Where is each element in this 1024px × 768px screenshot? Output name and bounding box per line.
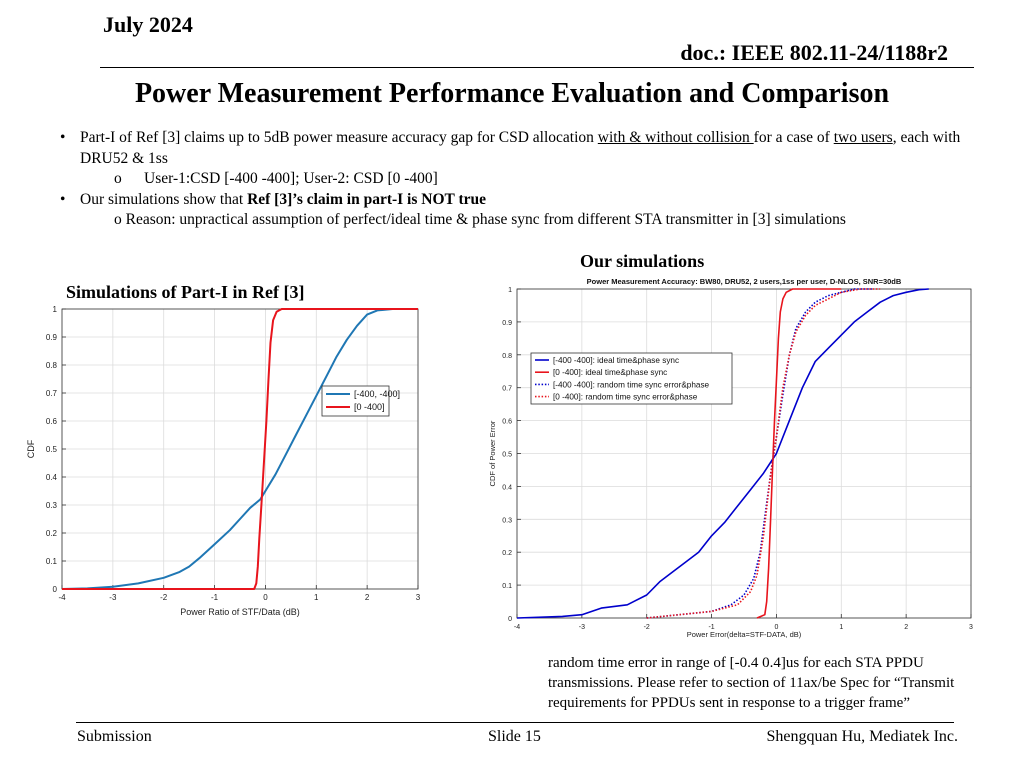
bullet-1-underline-users: two users: [833, 129, 893, 146]
y-tick-label: 0: [53, 585, 58, 594]
x-tick-label: -2: [160, 593, 168, 602]
footer-submission: Submission: [77, 728, 152, 745]
y-tick-label: 0.3: [502, 517, 512, 524]
legend-box: [530, 352, 733, 405]
x-tick-label: 1: [314, 593, 319, 602]
bullet-marker: •: [60, 129, 66, 146]
bullet-2-text: Our simulations show that: [80, 190, 248, 208]
x-tick-label: -4: [514, 624, 520, 631]
series-line-2: [62, 308, 418, 590]
x-tick-label: 3: [416, 593, 421, 602]
note-random-time-error: random time error in range of [-0.4 0.4]…: [548, 655, 955, 711]
x-axis-label: Power Error(delta=STF-DATA, dB): [687, 630, 802, 639]
y-axis-label: CDF: [26, 439, 36, 458]
legend-entry-1: [-400 -400]: ideal time&phase sync: [553, 356, 679, 365]
bullet-1-mid: for a case of: [753, 129, 834, 146]
y-tick-label: 0.9: [46, 333, 58, 342]
legend-entry-4: [0 -400]: random time sync error&phase: [553, 393, 698, 402]
bullet-1-end: , each with DRU52 & 1ss: [80, 129, 961, 167]
y-tick-label: 1: [53, 305, 58, 314]
series-line-1: [61, 308, 418, 590]
y-tick-label: 0: [508, 616, 512, 623]
legend-entry-2: [0 -400]: ideal time&phase sync: [553, 368, 667, 377]
y-tick-label: 0.6: [502, 419, 512, 426]
y-tick-label: 0.4: [46, 473, 58, 482]
plot-area: [517, 289, 971, 618]
legend-box: [321, 385, 390, 417]
x-tick-label: -1: [211, 593, 219, 602]
y-tick-label: 0.1: [46, 557, 58, 566]
plot-frame: [516, 288, 972, 619]
x-tick-label: 2: [365, 593, 370, 602]
bullet-list: • Part-I of Ref [3] claims up to 5dB pow…: [58, 128, 988, 231]
y-tick-label: 0.8: [502, 353, 512, 360]
bullet-1-text: Part-I of Ref [3] claims up to 5dB power…: [80, 129, 598, 146]
x-tick-label: 2: [904, 624, 908, 631]
plot-frame: [61, 308, 419, 590]
x-tick-label: 1: [839, 624, 843, 631]
header-date: July 2024: [103, 12, 193, 37]
y-axis-label: CDF of Power Error: [488, 420, 497, 486]
sub-bullet-csd-text: User-1:CSD [-400 -400]; User-2: CSD [0 -…: [144, 170, 438, 187]
y-tick-label: 0.7: [502, 386, 512, 393]
y-tick-label: 0.2: [502, 550, 512, 557]
y-tick-label: 0.3: [46, 501, 58, 510]
y-tick-label: 0.4: [502, 484, 512, 491]
bullet-2-bold: Ref [3]’s claim in part-I is NOT true: [247, 190, 486, 208]
y-tick-label: 0.2: [46, 529, 58, 538]
label-our-simulations: Our simulations: [580, 251, 705, 271]
chart-title: Power Measurement Accuracy: BW80, DRU52,…: [587, 277, 902, 286]
legend-entry-1: [-400, -400]: [354, 389, 400, 399]
y-tick-label: 1: [508, 287, 512, 294]
bullet-marker: •: [60, 190, 66, 208]
header-divider: [100, 67, 974, 68]
plot-area: [62, 309, 418, 589]
bullet-item-2: • Our simulations show that Ref [3]’s cl…: [58, 190, 988, 211]
y-tick-label: 0.9: [502, 320, 512, 327]
series-line-4: [646, 288, 881, 619]
slide-title: Power Measurement Performance Evaluation…: [134, 78, 890, 109]
x-tick-label: 0: [263, 593, 268, 602]
x-tick-label: 0: [774, 624, 778, 631]
legend-entry-2: [0 -400]: [354, 402, 385, 412]
label-ref-simulations: Simulations of Part-I in Ref [3]: [66, 282, 305, 302]
x-tick-label: -3: [579, 624, 585, 631]
x-tick-label: -2: [644, 624, 650, 631]
y-tick-label: 0.5: [502, 452, 512, 459]
y-tick-label: 0.6: [46, 417, 58, 426]
y-tick-label: 0.8: [46, 361, 58, 370]
header-doc-id: doc.: IEEE 802.11-24/1188r2: [680, 40, 948, 65]
series-line-3: [646, 288, 874, 619]
y-tick-label: 0.7: [46, 389, 58, 398]
x-axis-label: Power Ratio of STF/Data (dB): [180, 607, 300, 617]
x-tick-label: 3: [969, 624, 973, 631]
footer-slide-number: Slide 15: [488, 728, 541, 745]
sub-bullet-reason: o Reason: unpractical assumption of perf…: [114, 211, 846, 228]
series-line-2: [756, 288, 842, 619]
bullet-1-underline-collision: with & without collision: [597, 129, 754, 146]
x-tick-label: -1: [708, 624, 714, 631]
footer-author: Shengquan Hu, Mediatek Inc.: [766, 728, 958, 745]
series-line-1: [516, 288, 929, 619]
y-tick-label: 0.5: [46, 445, 58, 454]
footer-divider: [76, 722, 954, 723]
x-tick-label: -4: [58, 593, 66, 602]
sub-bullet-csd: o User-1:CSD [-400 -400]; User-2: CSD [0…: [58, 169, 988, 190]
x-tick-label: -3: [109, 593, 117, 602]
sub-bullet-marker: o: [114, 170, 122, 187]
legend-entry-3: [-400 -400]: random time sync error&phas…: [553, 380, 710, 389]
bullet-item-1: • Part-I of Ref [3] claims up to 5dB pow…: [58, 128, 988, 169]
y-tick-label: 0.1: [502, 583, 512, 590]
